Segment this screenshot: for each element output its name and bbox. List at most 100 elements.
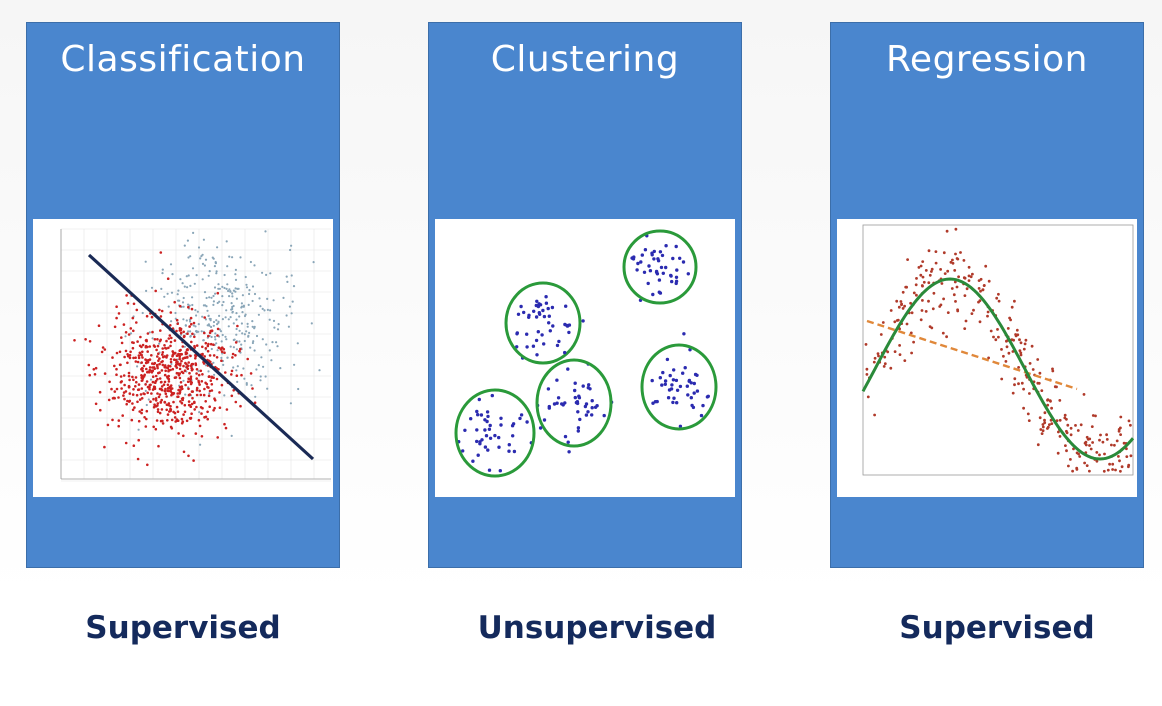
class-b-point: [232, 322, 235, 325]
regression-point: [1000, 377, 1004, 381]
class-b-point: [238, 315, 241, 318]
class-b-point: [271, 341, 274, 344]
class-b-point: [318, 369, 321, 372]
class-b-point: [167, 305, 170, 308]
regression-point: [889, 366, 893, 370]
class-a-point: [148, 366, 152, 369]
regression-point: [893, 320, 897, 324]
class-a-point: [189, 417, 192, 420]
class-a-point: [178, 367, 182, 371]
cluster-point: [546, 306, 550, 311]
cluster-point: [652, 257, 656, 261]
class-a-point: [132, 378, 135, 382]
class-b-point: [151, 337, 154, 340]
class-a-point: [115, 305, 118, 308]
regression-point: [1088, 437, 1092, 441]
class-b-point: [258, 297, 261, 300]
class-a-point: [132, 356, 135, 360]
class-a-point: [145, 409, 149, 413]
class-b-point: [189, 330, 192, 333]
class-a-point: [135, 308, 139, 312]
cluster-point: [498, 469, 502, 473]
class-b-point: [214, 332, 217, 335]
class-b-point: [212, 294, 215, 298]
class-b-point: [225, 287, 228, 290]
class-b-point: [297, 387, 300, 391]
class-a-point: [127, 386, 131, 389]
cluster-point: [675, 401, 679, 405]
class-b-point: [203, 264, 206, 267]
class-a-point: [164, 392, 168, 395]
cluster-point: [480, 438, 484, 442]
regression-point: [1105, 438, 1109, 441]
cluster-point: [657, 290, 661, 294]
class-a-point: [180, 422, 184, 425]
class-a-point: [253, 401, 257, 404]
class-a-point: [210, 329, 214, 332]
class-b-point: [144, 389, 147, 392]
class-b-point: [245, 382, 248, 385]
regression-point: [1117, 429, 1121, 433]
regression-point: [1111, 462, 1115, 466]
class-b-point: [208, 392, 211, 395]
class-a-point: [151, 380, 155, 384]
class-a-point: [190, 366, 193, 370]
class-b-point: [266, 387, 269, 390]
class-b-point: [248, 331, 251, 334]
cluster-point: [536, 330, 540, 334]
cluster-point: [546, 387, 551, 391]
cluster-point: [663, 379, 668, 383]
regression-point: [1038, 416, 1042, 420]
class-b-point: [171, 273, 174, 276]
cluster-point: [642, 270, 647, 274]
class-a-point: [220, 359, 223, 362]
cluster-point: [639, 260, 643, 264]
class-a-point: [155, 348, 158, 352]
class-a-point: [167, 402, 171, 405]
class-a-point: [230, 373, 233, 376]
class-a-point: [141, 343, 145, 347]
class-a-point: [122, 323, 126, 326]
class-b-point: [243, 333, 246, 336]
class-a-point: [136, 400, 139, 404]
regression-point: [951, 258, 954, 262]
class-b-point: [290, 244, 293, 247]
class-b-point: [266, 297, 269, 300]
class-b-point: [183, 285, 186, 288]
class-a-point: [173, 376, 177, 379]
cluster-point: [686, 393, 690, 397]
cluster-point: [573, 388, 577, 393]
class-a-point: [124, 331, 128, 334]
class-a-point: [103, 348, 107, 351]
class-b-point: [272, 299, 275, 302]
class-b-point: [260, 356, 263, 359]
class-a-point: [181, 398, 184, 402]
regression-point: [1010, 338, 1014, 341]
class-a-point: [174, 420, 177, 423]
class-a-point: [127, 333, 131, 336]
class-b-point: [217, 287, 220, 290]
class-a-point: [216, 291, 220, 295]
class-a-point: [145, 367, 148, 371]
class-b-point: [273, 326, 276, 329]
regression-point: [940, 282, 944, 285]
class-b-point: [216, 349, 219, 352]
regression-point: [920, 284, 924, 287]
regression-point: [943, 272, 947, 275]
class-a-point: [167, 377, 171, 381]
class-b-point: [181, 301, 185, 304]
regression-point: [865, 367, 869, 371]
cluster-point: [564, 304, 568, 308]
regression-point: [1053, 385, 1057, 389]
cluster: [454, 388, 543, 478]
class-a-point: [175, 329, 178, 333]
class-a-point: [117, 396, 120, 399]
class-a-point: [224, 371, 227, 374]
regression-point: [1046, 398, 1049, 402]
cluster-point: [671, 400, 675, 405]
regression-point: [942, 251, 946, 255]
cluster-point: [692, 391, 696, 395]
regression-point: [1094, 414, 1097, 418]
regression-point: [1018, 349, 1022, 352]
class-a-point: [186, 348, 189, 351]
